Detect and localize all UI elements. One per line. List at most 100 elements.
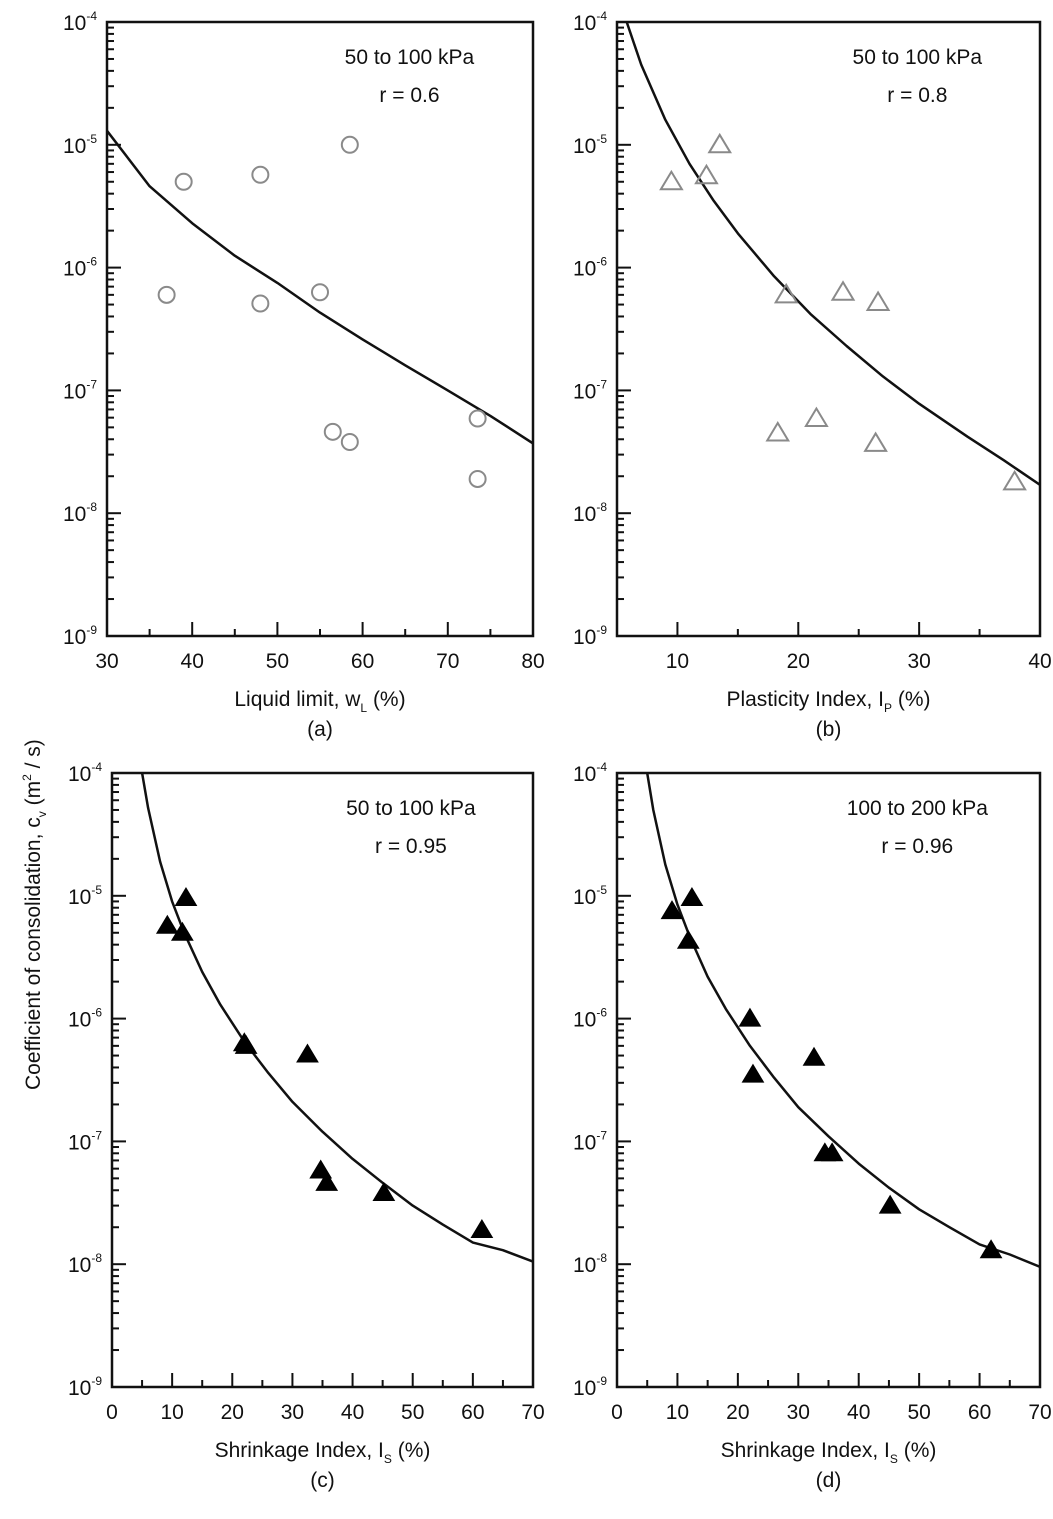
shared-y-axis-label: Coefficient of consolidation, cv (m2 / s… [20, 739, 49, 1090]
x-tick-label: 0 [611, 1401, 623, 1424]
x-tick-label: 50 [401, 1401, 424, 1424]
panel-label: (a) [307, 718, 333, 741]
panel-label: (b) [816, 718, 842, 741]
x-axis-label: Shrinkage Index, IS (%) [215, 1439, 431, 1466]
x-tick-label: 60 [968, 1401, 991, 1424]
x-axis-label: Liquid limit, wL (%) [234, 688, 405, 715]
x-tick-label: 70 [1028, 1401, 1051, 1424]
data-point-filled-triangle-icon [234, 1034, 258, 1054]
y-tick-label: 10-6 [573, 255, 607, 281]
x-tick-label: 10 [666, 650, 689, 673]
x-tick-label: 40 [181, 650, 204, 673]
data-point-triangle-icon [773, 282, 799, 304]
y-tick-label: 10-5 [573, 883, 607, 909]
x-tick-label: 0 [106, 1401, 118, 1424]
y-tick-label: 10-6 [63, 255, 97, 281]
data-point-triangle-icon [1002, 469, 1027, 491]
y-tick-label: 10-9 [68, 1374, 102, 1400]
y-tick-label: 10-7 [573, 1128, 607, 1154]
data-point-filled-triangle-icon [680, 887, 704, 906]
x-tick-label: 40 [1028, 650, 1051, 673]
annotation-text: r = 0.96 [881, 835, 953, 858]
x-tick-label: 60 [461, 1401, 484, 1424]
data-point-filled-triangle-icon [170, 921, 194, 941]
plot-frame [615, 771, 1042, 1389]
panel-label: (d) [816, 1469, 842, 1492]
annotation-text: r = 0.6 [379, 84, 439, 107]
data-point-filled-triangle-icon [470, 1218, 494, 1238]
data-point-filled-triangle-icon [174, 887, 198, 906]
annotation-text: r = 0.8 [887, 84, 947, 107]
data-point-circle-icon [251, 165, 270, 184]
data-point-circle-icon [251, 294, 270, 313]
x-tick-label: 30 [281, 1401, 304, 1424]
data-point-filled-triangle-icon [802, 1046, 826, 1066]
fit-curve [645, 773, 1040, 1269]
data-point-filled-triangle-icon [979, 1239, 1003, 1259]
fit-curve [140, 773, 533, 1263]
data-point-filled-triangle-icon [155, 914, 179, 934]
data-point-triangle-icon [765, 421, 791, 442]
data-point-triangle-icon [863, 431, 888, 452]
y-tick-label: 10-9 [573, 1374, 607, 1400]
x-tick-label: 60 [351, 650, 374, 673]
y-tick-label: 10-5 [573, 132, 607, 158]
y-tick-label: 10-9 [63, 623, 97, 649]
x-tick-label: 50 [907, 1401, 930, 1424]
panel-d: 10-9 10-8 10-7 10-6 10-5 10-4 0 10 20 30 40 50 60 70 S… [573, 760, 1052, 1492]
panel-b: 10-9 10-8 10-7 10-6 10-5 10-4 10 20 30 40 Plastici… [573, 9, 1052, 741]
plot-frame [615, 20, 1042, 638]
data-point-filled-triangle-icon [372, 1182, 396, 1202]
x-tick-label: 30 [95, 650, 118, 673]
y-tick-label: 10-5 [63, 132, 97, 158]
data-point-filled-triangle-icon [820, 1142, 844, 1162]
data-point-circle-icon [468, 409, 487, 428]
y-tick-label: 10-6 [68, 1006, 102, 1032]
data-point-circle-icon [468, 469, 487, 488]
x-tick-label: 20 [221, 1401, 244, 1424]
data-point-filled-triangle-icon [741, 1063, 765, 1083]
x-tick-label: 50 [266, 650, 289, 673]
x-tick-label: 40 [341, 1401, 364, 1424]
y-tick-label: 10-8 [573, 1251, 607, 1277]
y-tick-label: 10-7 [573, 377, 607, 403]
panel-label: (c) [310, 1469, 335, 1492]
y-tick-label: 10-4 [63, 9, 97, 35]
x-axis-label: Plasticity Index, IP (%) [726, 688, 930, 715]
data-point-triangle-icon [830, 280, 856, 301]
y-tick-label: 10-7 [68, 1128, 102, 1154]
x-tick-label: 20 [726, 1401, 749, 1424]
data-point-filled-triangle-icon [296, 1043, 319, 1063]
y-tick-label: 10-9 [573, 623, 607, 649]
y-tick-label: 10-8 [68, 1251, 102, 1277]
x-tick-label: 80 [521, 650, 544, 673]
x-tick-label: 40 [847, 1401, 870, 1424]
y-tick-label: 10-7 [63, 377, 97, 403]
annotation-text: r = 0.95 [375, 835, 447, 858]
x-tick-label: 70 [521, 1401, 544, 1424]
fit-curve [107, 130, 533, 445]
data-point-filled-triangle-icon [878, 1194, 902, 1214]
data-point-circle-icon [174, 172, 193, 191]
x-axis-label: Shrinkage Index, IS (%) [721, 1439, 937, 1466]
x-tick-label: 30 [907, 650, 930, 673]
data-point-triangle-icon [804, 406, 829, 428]
y-tick-label: 10-8 [63, 500, 97, 526]
y-tick-label: 10-6 [573, 1006, 607, 1032]
y-tick-label: 10-5 [68, 883, 102, 909]
data-point-triangle-icon [694, 163, 719, 185]
data-point-circle-icon [340, 433, 359, 452]
annotation-text: 50 to 100 kPa [345, 46, 475, 69]
x-tick-label: 20 [787, 650, 810, 673]
y-tick-label: 10-4 [68, 760, 102, 786]
panel-c: 10-9 10-8 10-7 10-6 10-5 10-4 0 10 20 30 40 50 60 70 S… [68, 760, 545, 1492]
fit-curve [625, 22, 1040, 486]
y-tick-label: 10-4 [573, 760, 607, 786]
y-tick-label: 10-4 [573, 9, 607, 35]
data-point-circle-icon [323, 422, 342, 441]
data-point-circle-icon [157, 285, 176, 304]
data-point-filled-triangle-icon [738, 1007, 762, 1027]
data-point-filled-triangle-icon [315, 1171, 339, 1191]
data-point-triangle-icon [707, 132, 732, 154]
